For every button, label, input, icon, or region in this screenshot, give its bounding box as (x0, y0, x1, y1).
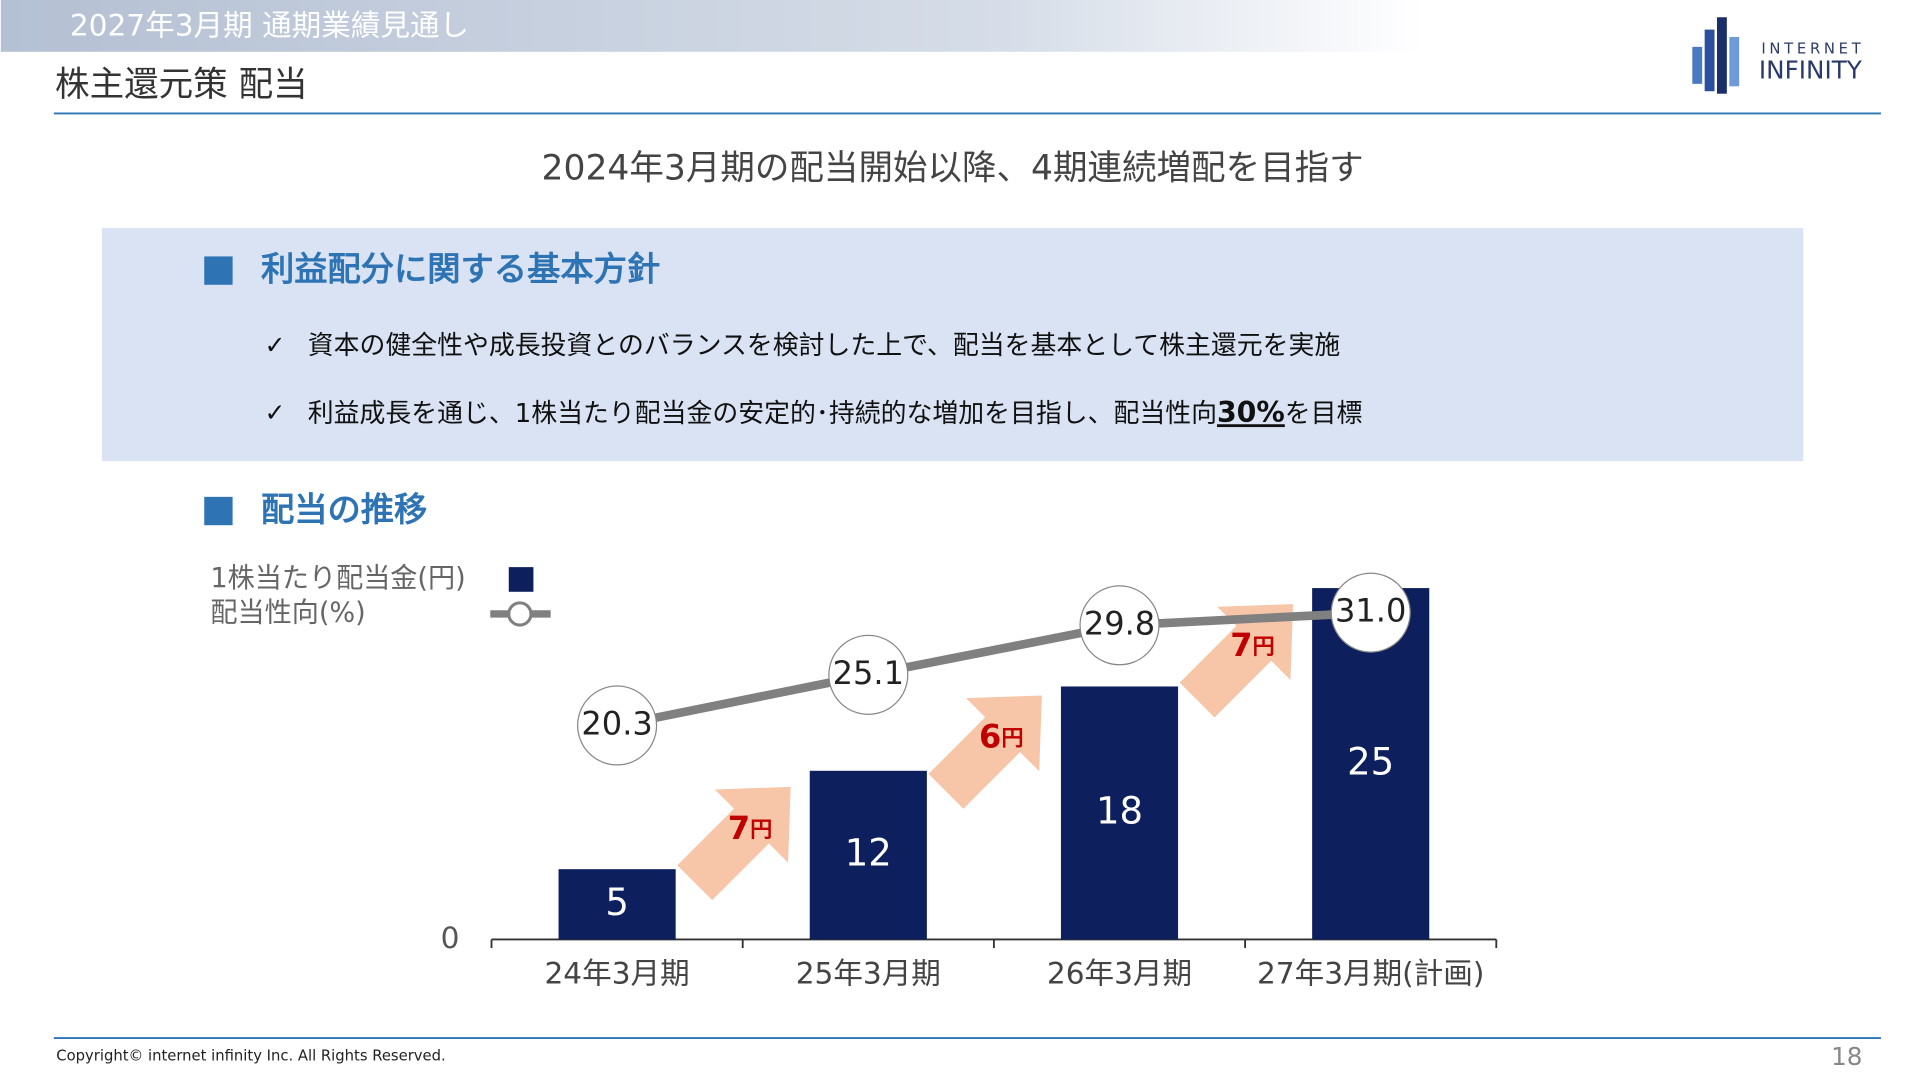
increase-unit: 円 (750, 816, 772, 842)
heading-square (204, 496, 233, 526)
line-marker (1330, 572, 1411, 653)
increase-value: 6 (979, 717, 1001, 755)
bullet-text-main: 利益成長を通じ、1株当たり配当金の安定的･持続的な増加を目指し、配当性向 (308, 399, 1217, 429)
policy-heading: 利益配分に関する基本方針 (261, 250, 660, 289)
copyright: Copyright© internet infinity Inc. All Ri… (56, 1048, 445, 1065)
x-tick-label: 24年3月期 (545, 957, 690, 991)
chart-heading: 配当の推移 (261, 490, 427, 529)
page-number: 18 (1831, 1042, 1862, 1071)
line-value-label: 29.8 (1084, 604, 1155, 642)
legend-swatch (508, 567, 534, 592)
increase-label: 7円 (728, 809, 772, 847)
line (616, 608, 1371, 730)
bar (558, 869, 676, 940)
line-value-label: 25.1 (833, 654, 904, 692)
increase-arrow (677, 786, 791, 901)
increase-label: 7円 (1230, 626, 1275, 664)
bar-value-label: 18 (1096, 789, 1143, 832)
line-value-label: 31.0 (1335, 592, 1406, 630)
heading-square (204, 256, 233, 285)
check: ✓ (265, 330, 286, 359)
increase-arrow (928, 695, 1042, 809)
bar-value-label: 12 (845, 832, 892, 875)
chart: 024年3月期 25年3月期 26年3月期 27年3月期(計画)7円6円7円51218… (210, 563, 1498, 991)
bar (809, 770, 927, 940)
logo-top: INTERNET (1761, 40, 1864, 57)
line-marker (577, 685, 658, 766)
bar-value-label: 5 (605, 881, 629, 924)
x-tick-label: 25年3月期 (796, 957, 941, 991)
legend-label: 配当性向(%) (210, 597, 365, 628)
legend-label: 1株当たり配当金(円) (210, 563, 465, 594)
y-tick-label: 0 (441, 921, 460, 955)
x-tick-label: 26年3月期 (1047, 957, 1192, 991)
x-tick-label: 27年3月期(計画) (1257, 957, 1484, 991)
page-title: 株主還元策 配当 (55, 65, 308, 105)
check: ✓ (265, 398, 286, 427)
section-title: 2027年3月期 通期業績見通し (70, 9, 469, 43)
bullet-text-after: を目標 (1285, 399, 1363, 429)
bar (1060, 686, 1179, 940)
increase-label: 6円 (979, 717, 1024, 755)
increase-unit: 円 (1253, 634, 1275, 660)
bullet-text: 資本の健全性や成長投資とのバランスを検討した上で、配当を基本として株主還元を実施 (308, 331, 1340, 361)
bar-value-label: 25 (1347, 740, 1394, 783)
increase-arrow (1179, 604, 1294, 718)
legend-swatch-marker (507, 601, 533, 627)
line-marker (1079, 585, 1160, 666)
logo-bottom: INFINITY (1759, 56, 1863, 85)
logo-icon (1692, 17, 1740, 94)
bullet-text: 利益成長を通じ、1株当たり配当金の安定的･持続的な増加を目指し、配当性向30%を… (308, 396, 1363, 429)
header-band (0, 0, 1678, 52)
line-value-label: 20.3 (581, 704, 652, 742)
subtitle: 2024年3月期の配当開始以降、4期連続増配を目指す (542, 149, 1364, 189)
line-marker (828, 634, 909, 715)
bullet-emphasis: 30% (1217, 396, 1285, 429)
policy-box (101, 228, 1804, 462)
increase-value: 7 (1230, 626, 1252, 664)
increase-value: 7 (728, 809, 750, 847)
increase-unit: 円 (1001, 725, 1023, 751)
